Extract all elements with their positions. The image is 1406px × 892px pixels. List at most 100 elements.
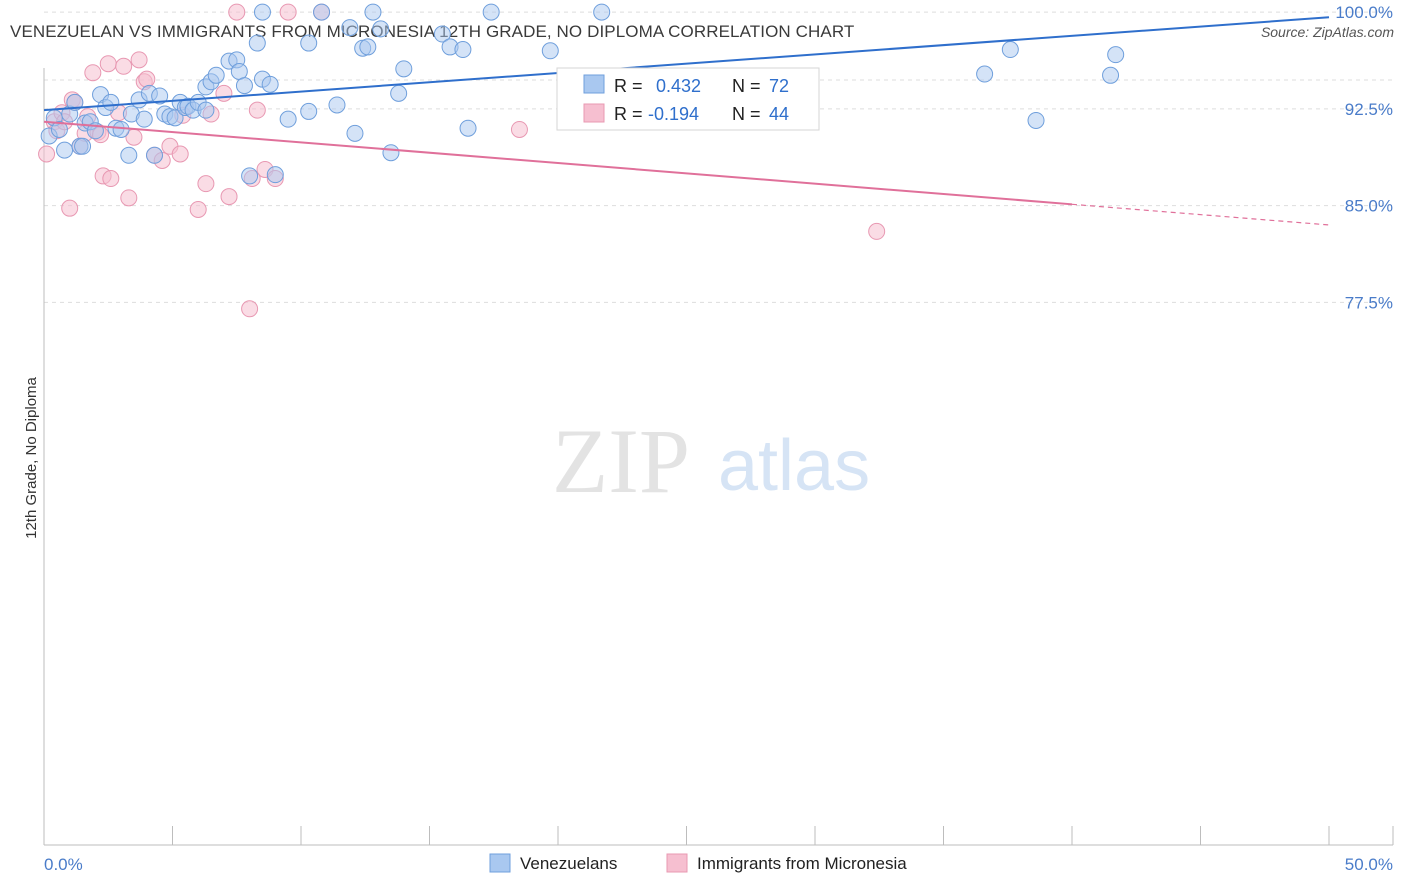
micronesia-point xyxy=(120,189,138,207)
venezuelan-point xyxy=(266,166,284,184)
chart-title: VENEZUELAN VS IMMIGRANTS FROM MICRONESIA… xyxy=(10,22,855,41)
venezuelan-point xyxy=(74,137,92,155)
micronesia-point xyxy=(61,199,79,217)
venezuelan-point xyxy=(66,93,84,111)
micronesia-point xyxy=(248,101,266,119)
micronesia-point xyxy=(138,70,156,88)
micronesia-point xyxy=(215,84,233,102)
venezuelan-point xyxy=(253,3,271,21)
venezuelan-point xyxy=(300,102,318,120)
venezuelan-point xyxy=(120,146,138,164)
y-tick-label: 92.5% xyxy=(1345,100,1393,119)
venezuelan-point xyxy=(395,60,413,78)
legend-r-value-1: 0.432 xyxy=(656,76,701,96)
micronesia-point xyxy=(115,57,133,75)
legend-blue-swatch xyxy=(583,74,605,94)
venezuelan-point xyxy=(235,77,253,95)
y-axis-label: 12th Grade, No Diploma xyxy=(23,376,40,538)
axes xyxy=(43,68,1393,846)
venezuelan-point xyxy=(372,20,390,38)
micronesia-point xyxy=(189,200,207,218)
venezuelan-point xyxy=(112,120,130,138)
x-tick-label: 50.0% xyxy=(1345,855,1393,874)
venezuelan-point xyxy=(50,120,68,138)
micronesia-point xyxy=(130,51,148,69)
micronesia-point xyxy=(102,170,120,188)
venezuelan-point xyxy=(364,3,382,21)
venezuelan-point xyxy=(300,34,318,52)
legend-bottom-blue-swatch xyxy=(489,853,511,873)
y-tick-labels: 77.5% 85.0% 92.5% 100.0% xyxy=(1335,3,1393,312)
venezuelan-point xyxy=(1102,66,1120,84)
x-tick-label: 0.0% xyxy=(44,855,83,874)
venezuelan-point xyxy=(1027,111,1045,129)
venezuelan-point xyxy=(976,65,994,83)
legend-pink-swatch xyxy=(583,103,605,123)
watermark-atlas: atlas xyxy=(718,426,870,506)
legend-top: R = 0.432 N = 72 R = -0.194 N = 44 xyxy=(556,67,820,131)
micronesia-point xyxy=(38,145,56,163)
legend-n-value-2: 44 xyxy=(769,104,789,124)
venezuelan-point xyxy=(593,3,611,21)
venezuelan-point xyxy=(433,25,451,43)
legend-bottom-pink-swatch xyxy=(666,853,688,873)
y-tick-label: 100.0% xyxy=(1335,3,1393,22)
venezuelan-point xyxy=(146,146,164,164)
legend-n-label-1: N = xyxy=(732,76,761,96)
venezuelan-point xyxy=(102,93,120,111)
legend-n-label-2: N = xyxy=(732,104,761,124)
micronesia-point xyxy=(171,145,189,163)
micronesia-point xyxy=(84,64,102,82)
venezuelan-point xyxy=(482,3,500,21)
legend-bottom-label-micronesia: Immigrants from Micronesia xyxy=(697,854,907,873)
venezuelan-point xyxy=(261,75,279,93)
watermark-zip: ZIP xyxy=(552,410,690,512)
venezuelan-point xyxy=(197,101,215,119)
legend-n-value-1: 72 xyxy=(769,76,789,96)
venezuelan-point xyxy=(382,144,400,162)
venezuelan-point xyxy=(248,34,266,52)
trend-lines xyxy=(43,16,1330,226)
venezuelan-point xyxy=(390,84,408,102)
venezuelan-point xyxy=(341,19,359,37)
micronesia-point xyxy=(241,300,259,318)
y-tick-label: 85.0% xyxy=(1345,197,1393,216)
micronesia-point xyxy=(228,3,246,21)
venezuelan-point xyxy=(1001,41,1019,59)
venezuelan-point xyxy=(459,119,477,137)
micronesia-point xyxy=(99,55,117,73)
micronesia-point xyxy=(279,3,297,21)
micronesia-trend-line-extension xyxy=(1071,203,1330,226)
venezuelan-point xyxy=(207,66,225,84)
y-tick-label: 77.5% xyxy=(1345,293,1393,312)
micronesia-trend-line xyxy=(43,120,1073,206)
legend-r-value-2: -0.194 xyxy=(648,104,699,124)
venezuelan-point xyxy=(313,3,331,21)
legend-r-label-1: R = xyxy=(614,76,643,96)
micronesia-point xyxy=(220,188,238,206)
venezuelan-point xyxy=(346,124,364,142)
venezuelan-point xyxy=(541,42,559,60)
legend-r-label-2: R = xyxy=(614,104,643,124)
venezuelan-point xyxy=(166,109,184,127)
legend-bottom: Venezuelans Immigrants from Micronesia xyxy=(489,853,907,873)
series-venezuelans-points xyxy=(40,3,1125,185)
micronesia-point xyxy=(197,175,215,193)
venezuelan-point xyxy=(135,110,153,128)
venezuelan-point xyxy=(279,110,297,128)
venezuelan-point xyxy=(241,167,259,185)
venezuelan-point xyxy=(151,87,169,105)
micronesia-point xyxy=(510,120,528,138)
source-credit: Source: ZipAtlas.com xyxy=(1260,24,1394,40)
micronesia-point xyxy=(868,222,886,240)
venezuelan-point xyxy=(230,62,248,80)
venezuelan-point xyxy=(1107,46,1125,64)
legend-bottom-label-venezuelans: Venezuelans xyxy=(520,854,617,873)
venezuelan-point xyxy=(454,41,472,59)
x-ticks: 0.0% 50.0% xyxy=(43,826,1394,874)
gridlines xyxy=(44,11,1393,303)
venezuelans-trend-line xyxy=(43,16,1330,112)
venezuelan-point xyxy=(56,141,74,159)
venezuelan-point xyxy=(359,38,377,56)
